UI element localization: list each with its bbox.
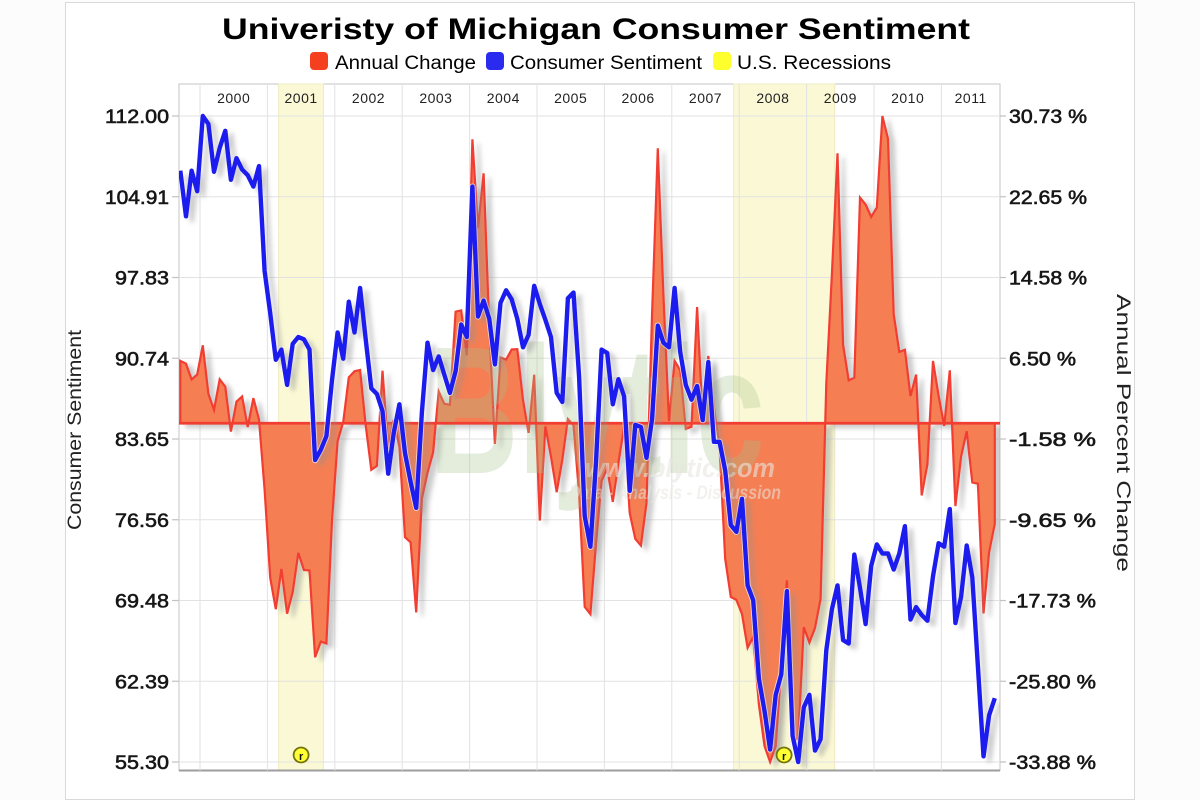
svg-text:Consumer Sentiment: Consumer Sentiment	[510, 53, 703, 74]
svg-text:2003: 2003	[419, 90, 452, 106]
svg-text:2007: 2007	[689, 90, 722, 106]
svg-text:6.50 %: 6.50 %	[1009, 349, 1076, 370]
svg-text:2004: 2004	[487, 90, 520, 106]
svg-text:2009: 2009	[824, 90, 857, 106]
svg-text:-25.80 %: -25.80 %	[1009, 672, 1096, 693]
svg-text:90.74: 90.74	[115, 349, 169, 370]
svg-text:-33.88 %: -33.88 %	[1009, 753, 1096, 774]
svg-text:-17.73 %: -17.73 %	[1009, 592, 1096, 613]
svg-text:2002: 2002	[352, 90, 385, 106]
svg-text:2010: 2010	[891, 90, 924, 106]
svg-text:U.S. Recessions: U.S. Recessions	[737, 53, 891, 74]
svg-text:30.73 %: 30.73 %	[1009, 107, 1087, 128]
svg-text:2008: 2008	[756, 90, 789, 106]
svg-text:2011: 2011	[955, 90, 987, 106]
svg-text:www.blytic.com: www.blytic.com	[585, 453, 775, 483]
svg-text:Annual Percent Change: Annual Percent Change	[1112, 294, 1133, 572]
svg-text:r: r	[782, 751, 787, 763]
svg-text:55.30: 55.30	[115, 753, 169, 774]
svg-text:r: r	[299, 751, 304, 763]
svg-text:22.65 %: 22.65 %	[1009, 188, 1087, 209]
svg-text:83.65: 83.65	[115, 430, 169, 451]
svg-text:2005: 2005	[554, 90, 587, 106]
svg-text:Data - Analysis - Discussion: Data - Analysis - Discussion	[569, 483, 781, 504]
svg-text:Annual Change: Annual Change	[335, 53, 476, 74]
svg-text:-9.65 %: -9.65 %	[1009, 511, 1096, 532]
svg-text:97.83: 97.83	[115, 269, 169, 290]
svg-text:2006: 2006	[622, 90, 655, 106]
svg-text:76.56: 76.56	[115, 511, 169, 532]
svg-text:112.00: 112.00	[105, 107, 169, 128]
svg-text:2000: 2000	[217, 90, 250, 106]
svg-text:14.58 %: 14.58 %	[1009, 269, 1087, 290]
svg-text:104.91: 104.91	[105, 188, 169, 209]
svg-text:62.39: 62.39	[115, 672, 169, 693]
svg-text:-1.58 %: -1.58 %	[1009, 430, 1096, 451]
svg-text:Consumer Sentiment: Consumer Sentiment	[65, 329, 86, 530]
svg-text:69.48: 69.48	[115, 592, 169, 613]
svg-text:2001: 2001	[285, 90, 318, 106]
svg-text:Univeristy of Michigan Consume: Univeristy of Michigan Consumer Sentimen…	[222, 13, 970, 46]
